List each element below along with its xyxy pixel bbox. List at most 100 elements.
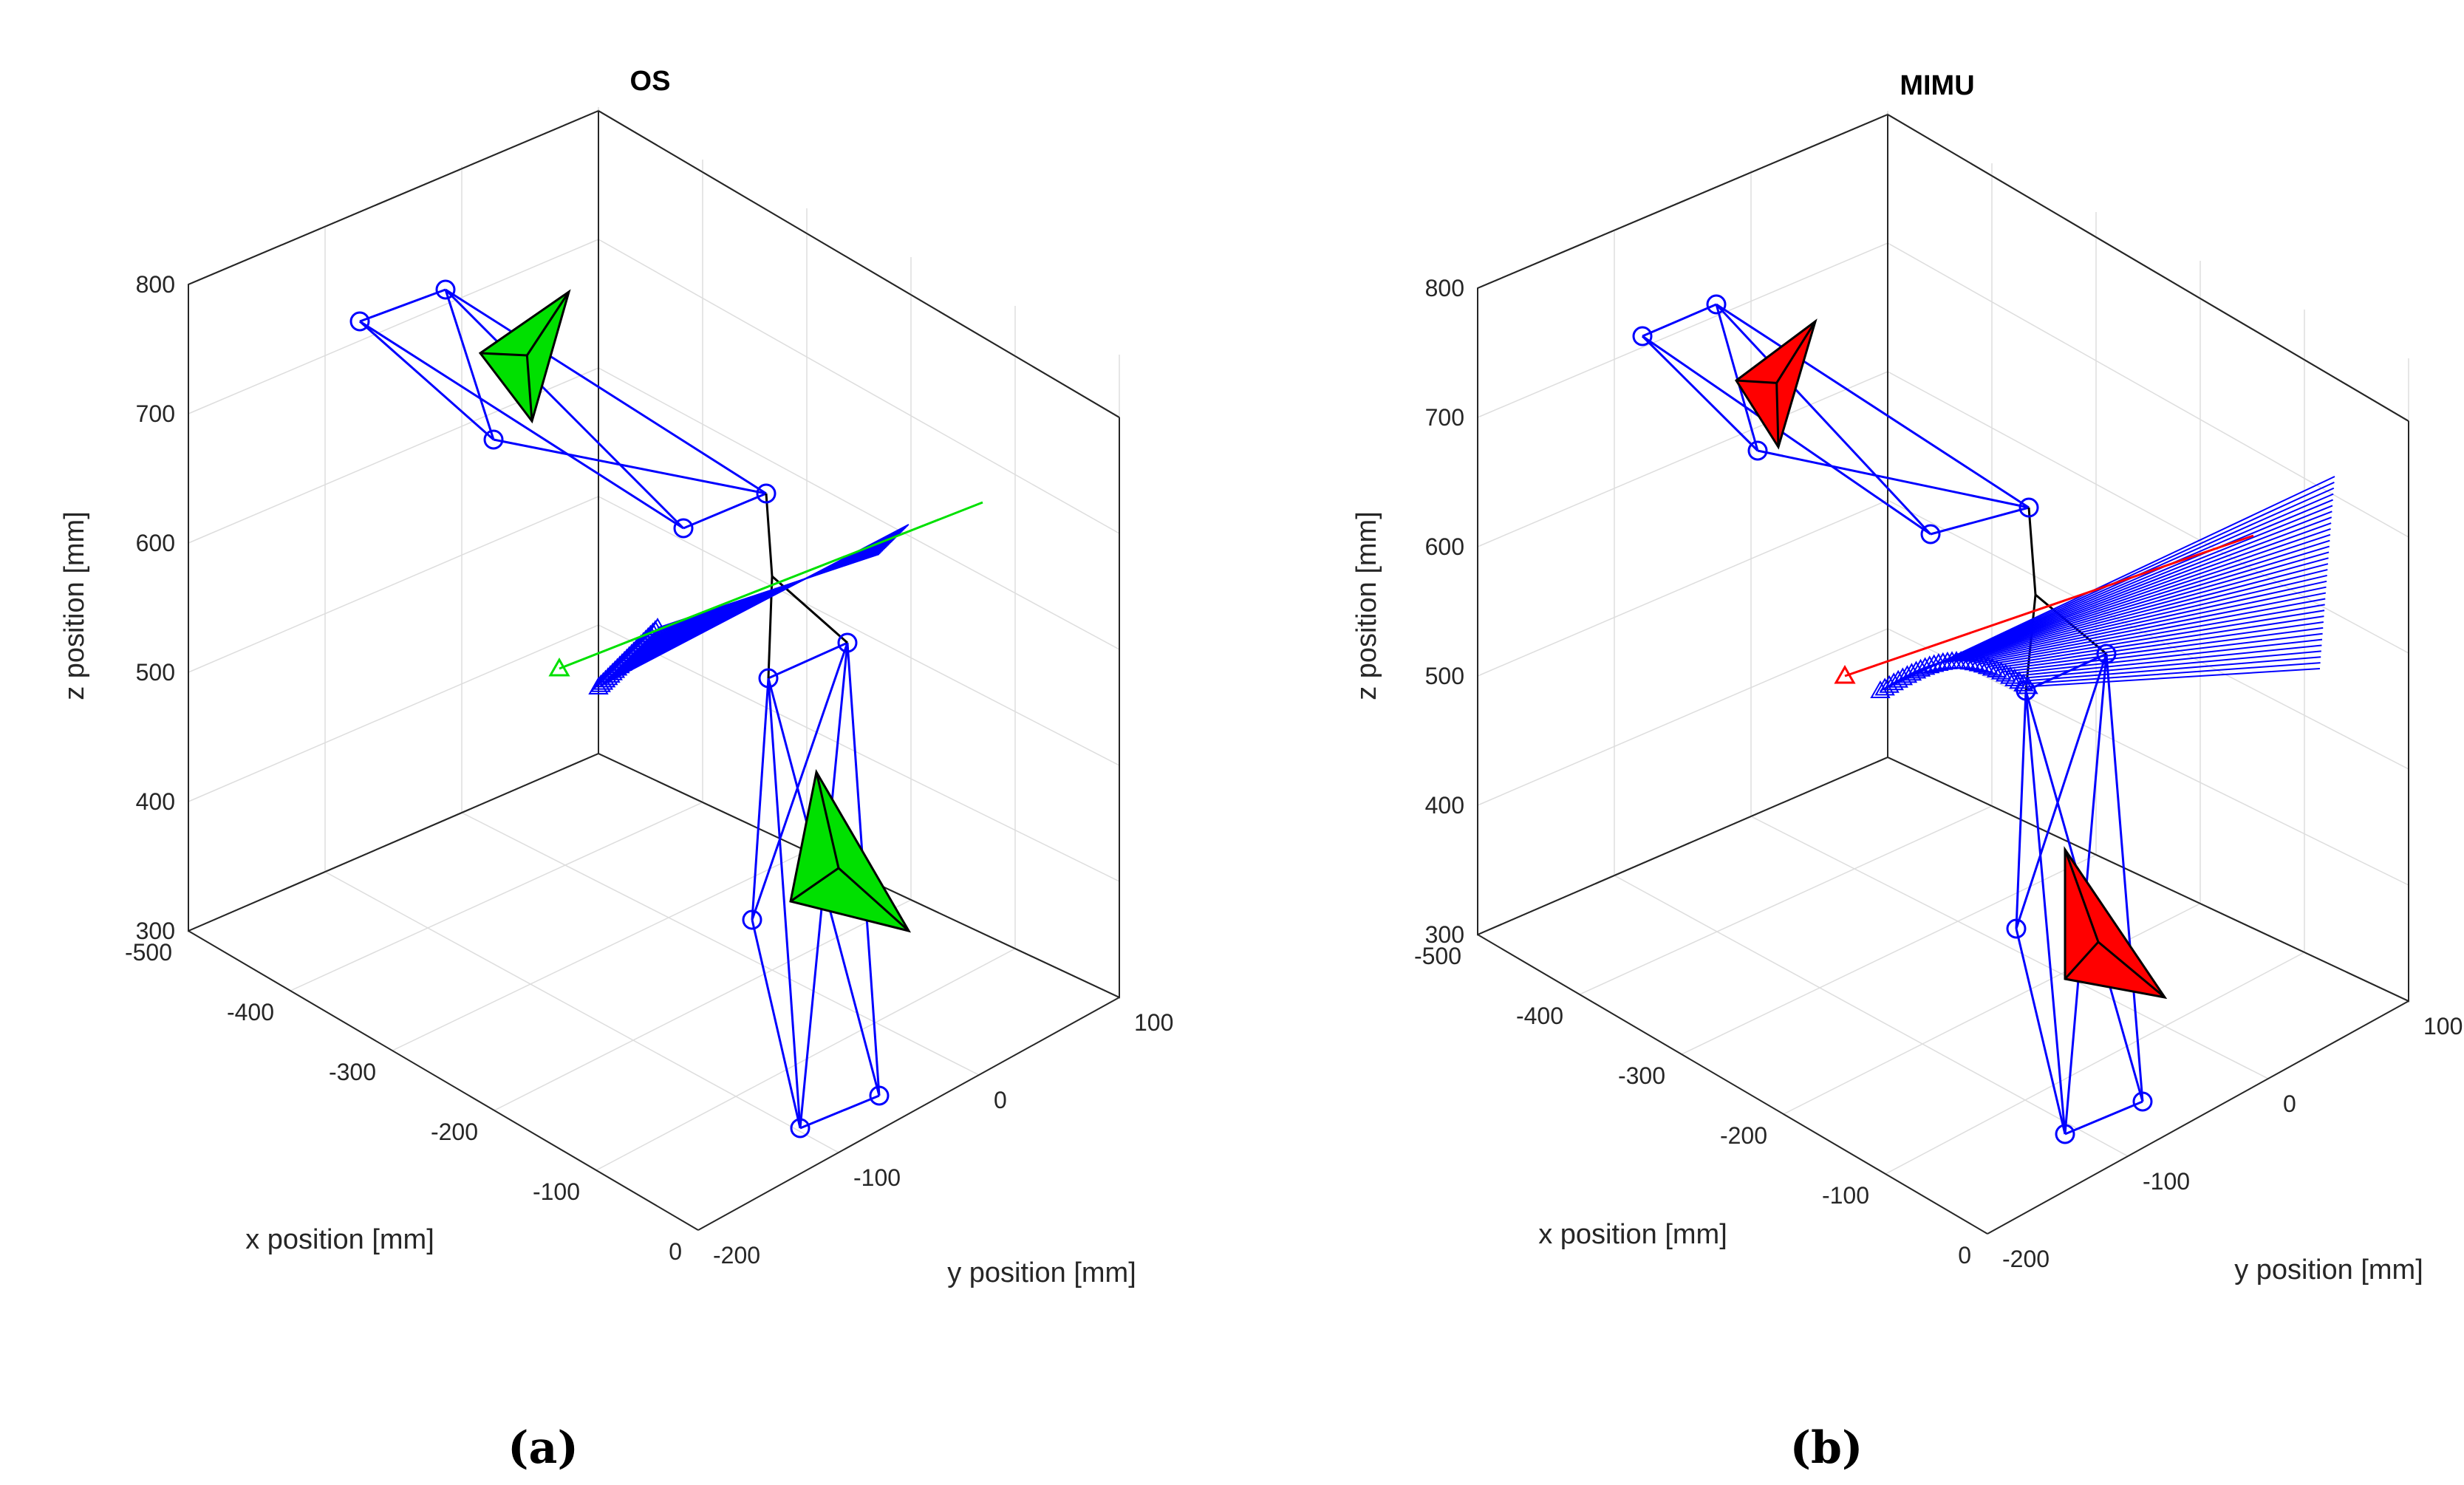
orientation-arrow: [1934, 545, 2330, 666]
skeleton: [1641, 303, 2144, 1136]
x-tick-label: -400: [227, 999, 274, 1025]
y-tick-label: 100: [2423, 1013, 2463, 1040]
pyramid-edge: [2064, 849, 2100, 943]
joint-marker: [756, 483, 777, 504]
y-tick-label: 0: [994, 1087, 1007, 1113]
box-edge: [1477, 934, 1988, 1235]
skeleton-segment: [493, 438, 767, 495]
orientation-arrow: [1942, 557, 2329, 663]
orientation-arrow: [2014, 650, 2321, 680]
arrow-marker: [2000, 666, 2021, 684]
x-tick-label: -400: [1516, 1003, 1563, 1029]
skeleton-segment: [1930, 506, 2030, 536]
joint-marker: [837, 632, 858, 653]
panel-mimu: 300 400 500 600 700 800 -500 -400 -300 -200 -100 0 -…: [1351, 70, 2463, 1474]
arrow-marker: [647, 617, 668, 635]
orientation-pyramid: [789, 768, 912, 933]
orientation-arrow: [1983, 610, 2325, 666]
x-tick-label: 0: [669, 1238, 682, 1265]
orientation-arrow: [1974, 598, 2326, 664]
y-gridline-floor: [1750, 816, 2269, 1079]
skeleton-segment: [1642, 335, 1931, 536]
arrow-marker: [1995, 663, 2016, 682]
arrow-marker: [1901, 663, 1922, 681]
box-edge: [1887, 114, 2409, 422]
pyramid-edge: [2064, 940, 2100, 980]
orientation-arrow: [1947, 563, 2329, 663]
joint-marker: [790, 1118, 810, 1138]
x-tick-label: -100: [533, 1178, 580, 1205]
arrow-marker: [1959, 652, 1980, 670]
orientation-arrow: [1970, 592, 2327, 663]
orientation-arrow: [1960, 580, 2327, 663]
box-edge: [188, 930, 699, 1231]
z-axis-label: z position [mm]: [1351, 511, 1382, 700]
skeleton-segment: [1716, 303, 2030, 509]
orientation-arrow: [1996, 627, 2324, 671]
skeleton-segment: [2024, 690, 2067, 1135]
skeleton-segment: [1757, 449, 2030, 509]
skeleton-segment: [751, 642, 849, 921]
joint-marker: [758, 668, 779, 689]
accent-arrow: [1844, 534, 2254, 677]
y-tick-label: -200: [2002, 1246, 2050, 1272]
y-gridline-floor: [324, 871, 839, 1153]
joint-marker: [2132, 1091, 2153, 1112]
z-axis-label: z position [mm]: [59, 511, 90, 700]
x-tick-label: -300: [1618, 1062, 1665, 1089]
x-gridline-floor: [494, 899, 912, 1111]
skeleton-segment: [751, 677, 770, 921]
joint-marker: [869, 1085, 890, 1106]
skeleton-segment: [683, 492, 767, 530]
x-tick-label: -200: [431, 1119, 478, 1145]
pyramid-edge: [1775, 321, 1817, 384]
arrow-marker: [2009, 671, 2030, 689]
arrow-marker: [1990, 661, 2012, 680]
y-axis-label: y position [mm]: [947, 1257, 1136, 1288]
z-gridline: [188, 624, 1120, 882]
joint-marker: [435, 279, 456, 300]
x-axis-label: x position [mm]: [245, 1224, 434, 1255]
z-tick-label: 700: [136, 400, 175, 427]
arrow-marker: [2004, 668, 2025, 686]
z-gridline: [1477, 757, 2409, 1002]
joint-marker: [483, 429, 504, 450]
panel-title: MIMU: [1900, 70, 1974, 101]
orientation-arrow: [1956, 574, 2327, 662]
z-gridline: [1477, 242, 2409, 538]
y-tick-label: -100: [2143, 1168, 2190, 1195]
skeleton-segment: [1715, 304, 1759, 451]
x-tick-label: -300: [329, 1059, 376, 1085]
z-gridline: [188, 753, 1120, 998]
x-gridline-floor: [1885, 952, 2305, 1175]
x-tick-label: 0: [1958, 1242, 1971, 1269]
arrow-marker: [642, 622, 663, 641]
skeleton-segment: [359, 320, 684, 530]
y-tick-label: 100: [1134, 1009, 1173, 1036]
orientation-arrow: [1965, 586, 2327, 663]
orientation-arrow: [2005, 638, 2323, 675]
pyramid-edge: [526, 291, 570, 356]
y-tick-label: -100: [853, 1164, 901, 1191]
x-gridline-floor: [1579, 805, 1993, 995]
orientation-arrow: [2001, 632, 2323, 673]
skeleton-segment: [799, 1094, 880, 1130]
y-axis-label: y position [mm]: [2234, 1254, 2423, 1286]
y-tick-label: -200: [713, 1242, 760, 1269]
box-edge: [1887, 757, 2409, 1002]
z-tick-label: 700: [1425, 404, 1464, 431]
orientation-arrow: [2010, 644, 2322, 677]
arrow-marker: [2013, 673, 2034, 692]
plot-area: 300 400 500 600 700 800 -500 -400 -300 -200 -100 0 -…: [125, 107, 1173, 1269]
back-wall-right: [1887, 113, 2409, 1003]
pyramid-edge: [1775, 383, 1780, 448]
x-tick-label: -500: [1414, 943, 1461, 969]
arrow-marker: [1905, 660, 1927, 679]
skeleton-segment: [768, 641, 848, 680]
z-tick-label: 500: [136, 659, 175, 686]
orientation-arrow: [1938, 551, 2330, 664]
skeleton-segment: [1715, 303, 1932, 536]
skeleton-segment: [2015, 653, 2108, 929]
box-edge: [1477, 757, 1888, 935]
